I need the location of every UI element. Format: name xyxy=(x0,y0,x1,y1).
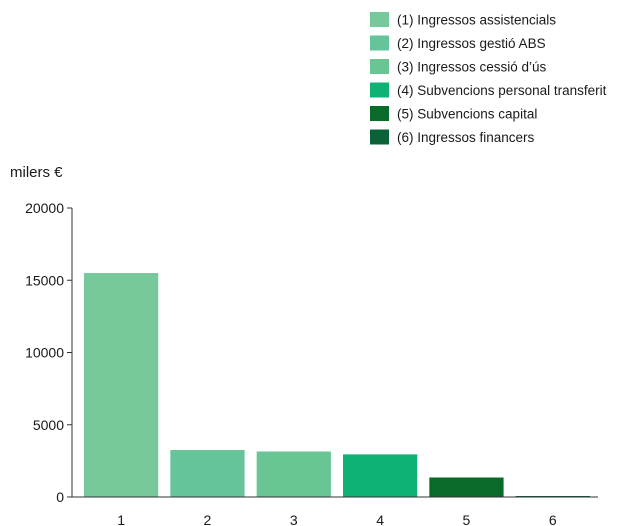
legend-label: (4) Subvencions personal transferit xyxy=(397,83,607,98)
x-tick-label: 4 xyxy=(376,512,384,526)
legend-label: (5) Subvencions capital xyxy=(397,107,537,122)
bar-4 xyxy=(343,454,418,497)
bar-3 xyxy=(256,451,331,497)
x-tick-label: 3 xyxy=(290,512,298,526)
y-tick-label: 0 xyxy=(56,489,64,505)
legend-swatch xyxy=(370,59,389,74)
bar-5 xyxy=(429,477,504,497)
legend-swatch xyxy=(370,106,389,121)
y-tick-label: 15000 xyxy=(25,272,64,288)
x-tick-label: 6 xyxy=(549,512,557,526)
bar-2 xyxy=(170,450,245,497)
y-tick-label: 5000 xyxy=(33,417,64,433)
legend: (1) Ingressos assistencials (2) Ingressos… xyxy=(370,12,607,145)
y-axis-unit-label: milers € xyxy=(10,164,63,181)
legend-label: (2) Ingressos gestió ABS xyxy=(397,36,546,51)
y-tick-label: 20000 xyxy=(25,200,64,216)
bar-1 xyxy=(84,273,159,497)
legend-swatch xyxy=(370,82,389,98)
legend-swatch xyxy=(370,12,389,27)
x-tick-label: 1 xyxy=(117,512,125,526)
y-axis: 0 5000 10000 15000 20000 xyxy=(25,200,73,505)
legend-swatch xyxy=(370,35,389,51)
x-tick-label: 5 xyxy=(463,512,471,526)
bars xyxy=(84,273,590,497)
x-axis: 1 2 3 4 5 6 xyxy=(72,496,598,526)
legend-label: (1) Ingressos assistencials xyxy=(397,13,556,28)
legend-label: (3) Ingressos cessió d’ús xyxy=(397,60,547,75)
legend-swatch xyxy=(370,129,389,145)
x-tick-label: 2 xyxy=(204,512,212,526)
y-tick-label: 10000 xyxy=(25,345,64,361)
legend-label: (6) Ingressos financers xyxy=(397,130,535,145)
